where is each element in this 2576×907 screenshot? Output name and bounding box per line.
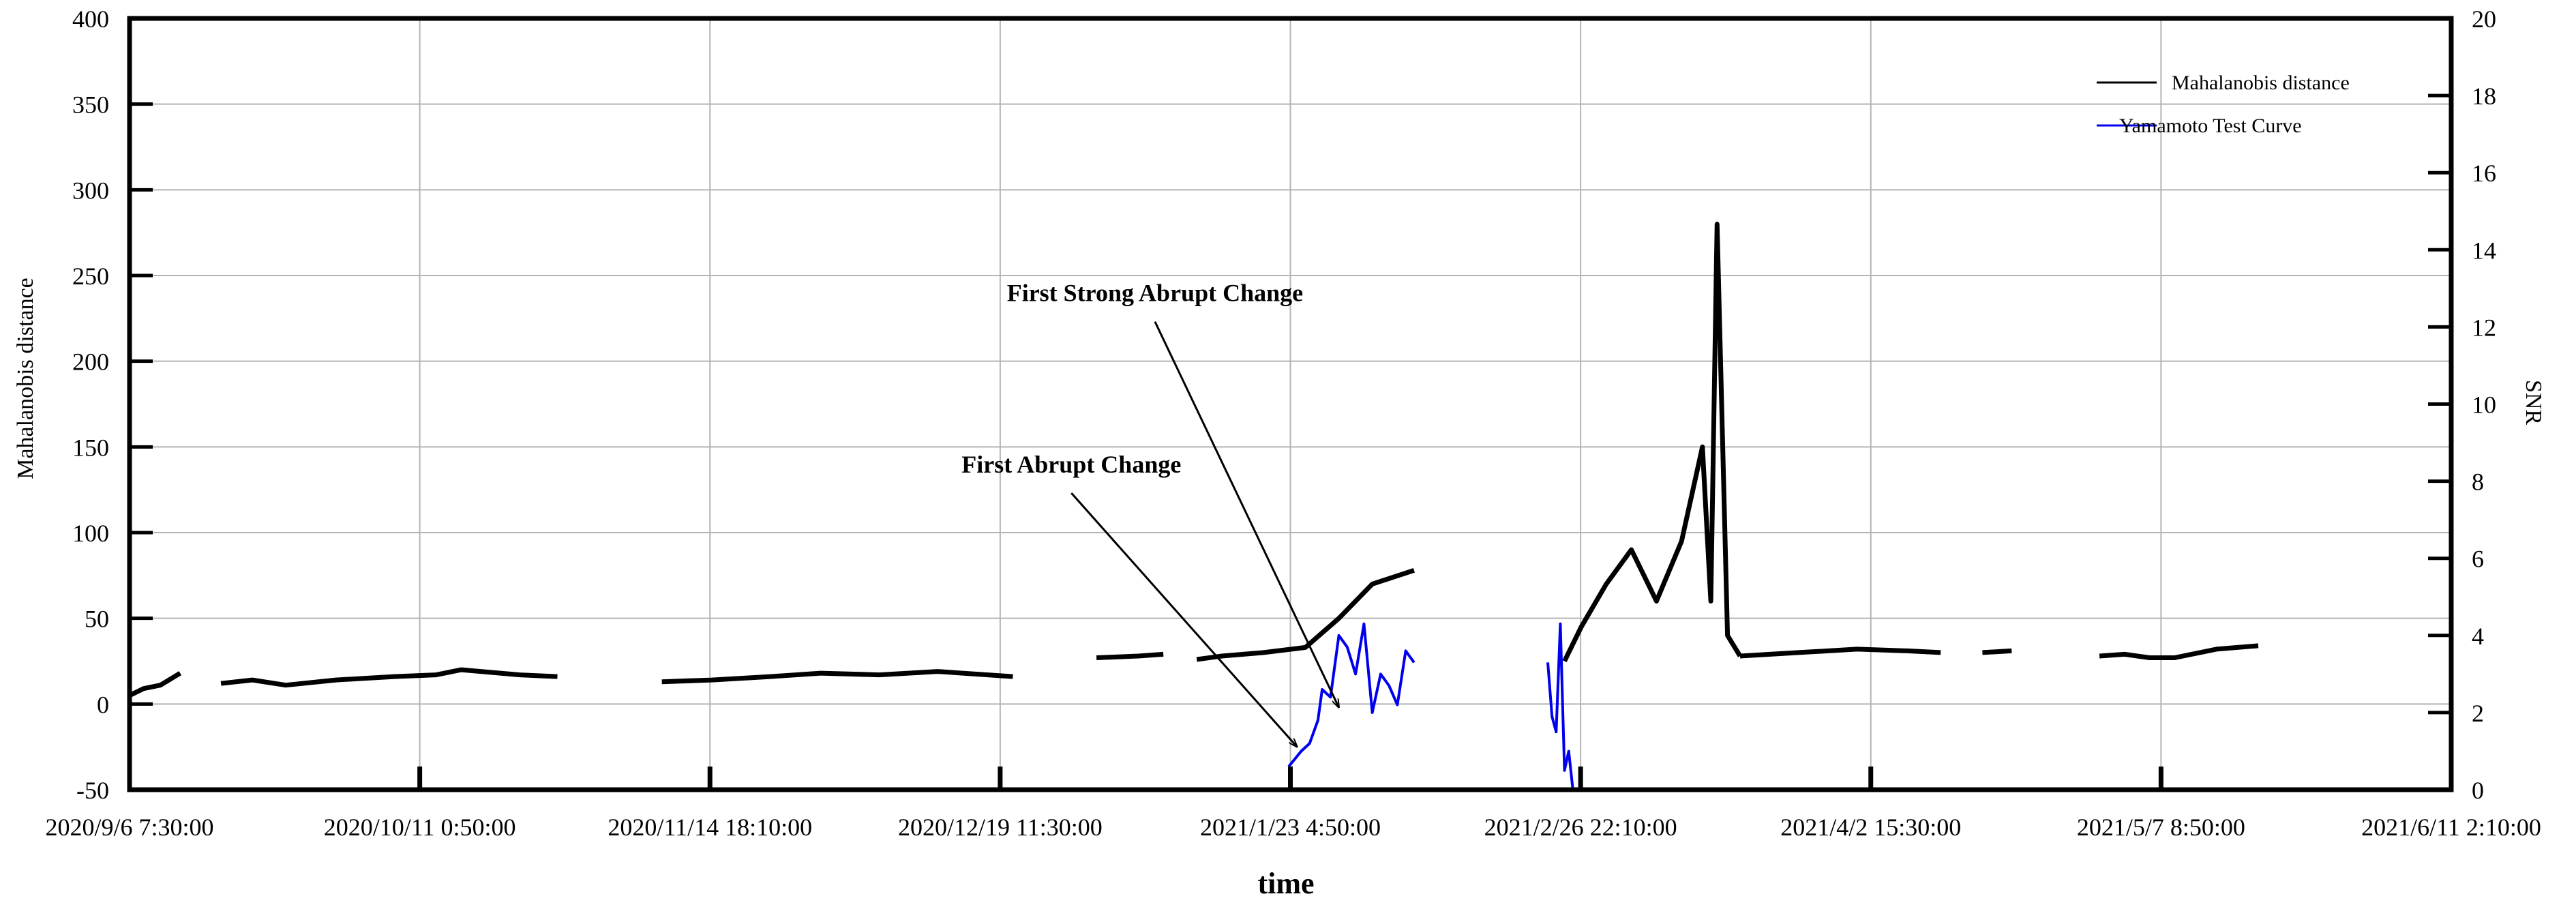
x-axis-title: time — [1257, 867, 1314, 900]
mahalanobis-distance-line — [220, 667, 558, 688]
x-tick-label: 2020/12/19 11:30:00 — [898, 814, 1103, 841]
y-left-tick-label: 100 — [72, 520, 109, 547]
y-right-tick-label: 14 — [2472, 237, 2496, 264]
grid — [130, 18, 2451, 790]
x-tick-label: 2021/1/23 4:50:00 — [1200, 814, 1381, 841]
mahalanobis-distance-line — [1096, 651, 1164, 660]
legend-label-mahalanobis: Mahalanobis distance — [2172, 72, 2350, 94]
y-right-tick-label: 8 — [2472, 469, 2484, 496]
yamamoto-test-line — [1287, 622, 1416, 768]
y-right-tick-label: 18 — [2472, 83, 2496, 110]
y-right-tick-label: 20 — [2472, 5, 2496, 33]
mahalanobis-distance-line — [2099, 643, 2259, 660]
y-left-tick-label: 250 — [72, 263, 109, 290]
x-tick-label: 2021/2/26 22:10:00 — [1484, 814, 1677, 841]
y-left-tick-label: 300 — [72, 177, 109, 204]
x-tick-label: 2021/5/7 8:50:00 — [2077, 814, 2245, 841]
mahalanobis-distance-line — [1196, 567, 1415, 662]
mahalanobis-distance-line — [1739, 646, 1941, 659]
legend-label-yamamoto: Yamamoto Test Curve — [2119, 115, 2302, 137]
y-left-tick-label: 0 — [97, 691, 109, 718]
annotation-arrow — [1070, 492, 1297, 747]
y-right-tick-label: 4 — [2472, 623, 2484, 650]
x-tick-label: 2020/9/6 7:30:00 — [45, 814, 213, 841]
annotation-label: First Abrupt Change — [961, 451, 1181, 478]
annotations: First Strong Abrupt Change First Abrupt C… — [961, 280, 1338, 747]
annotation-arrow — [1154, 321, 1339, 708]
y-right-tick-label: 0 — [2472, 777, 2484, 804]
x-tick-label: 2020/10/11 0:50:00 — [324, 814, 516, 841]
y-axis-right-title: SNR — [2521, 380, 2546, 425]
y-right-tick-label: 12 — [2472, 314, 2496, 341]
y-left-tick-label: 150 — [72, 434, 109, 461]
y-right-tick-label: 6 — [2472, 546, 2484, 573]
mahalanobis-distance-line — [128, 671, 182, 698]
y-left-tick-label: -50 — [76, 777, 109, 804]
plot-series — [128, 222, 2259, 790]
axis-ticks: -50 0 50 100 150 200 250 300 350 400 0 2 4 6 8 10 12 14 16… — [45, 5, 2541, 841]
y-right-tick-label: 10 — [2472, 391, 2496, 419]
y-left-tick-label: 350 — [72, 91, 109, 119]
y-right-tick-label: 16 — [2472, 160, 2496, 187]
legend: Mahalanobis distance Yamamoto Test Curve — [2097, 72, 2350, 137]
x-tick-label: 2021/4/2 15:30:00 — [1780, 814, 1961, 841]
y-left-tick-label: 400 — [72, 5, 109, 33]
x-tick-label: 2020/11/14 18:10:00 — [608, 814, 812, 841]
mahalanobis-distance-line — [661, 669, 1013, 685]
annotation-label: First Strong Abrupt Change — [1007, 280, 1303, 307]
mahalanobis-distance-line — [1562, 222, 1742, 663]
mahalanobis-distance-line — [1982, 648, 2012, 655]
y-left-tick-label: 50 — [85, 606, 109, 633]
y-left-tick-label: 200 — [72, 348, 109, 376]
x-tick-label: 2021/6/11 2:10:00 — [2361, 814, 2541, 841]
y-right-tick-label: 2 — [2472, 700, 2484, 727]
y-axis-left-title: Mahalanobis distance — [13, 278, 38, 479]
yamamoto-test-line — [1546, 622, 1574, 790]
